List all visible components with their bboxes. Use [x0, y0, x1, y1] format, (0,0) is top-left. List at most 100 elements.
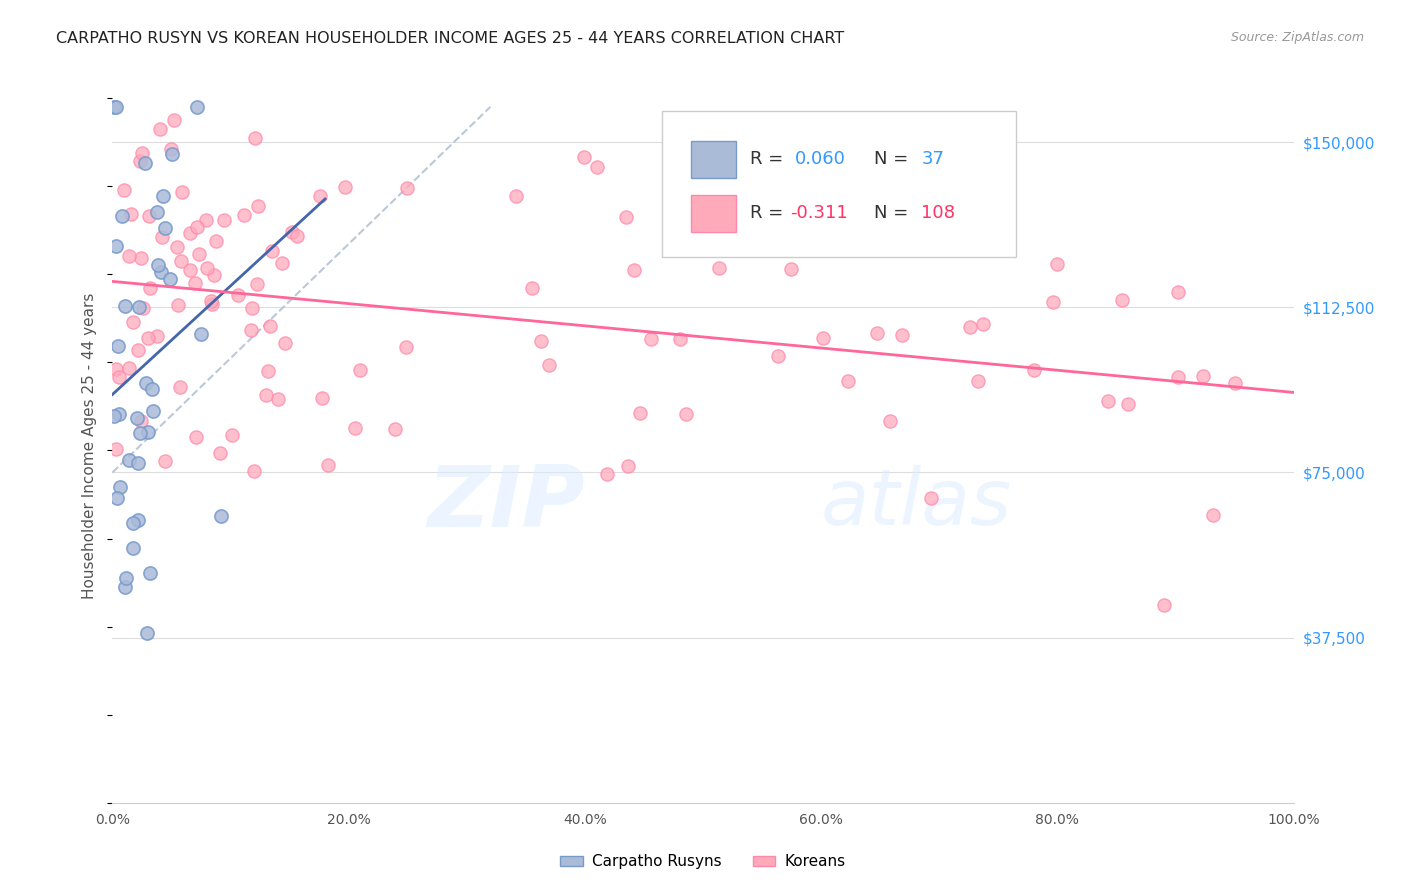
- Point: [1167, 285, 1189, 299]
- Point: [150, 230, 173, 244]
- Text: 108: 108: [921, 203, 956, 221]
- Point: [105, 491, 128, 506]
- Point: [202, 268, 225, 283]
- Point: [890, 327, 912, 342]
- Point: [110, 209, 132, 223]
- Point: [285, 229, 308, 244]
- Point: [160, 146, 183, 161]
- Point: [105, 442, 128, 456]
- Point: [166, 298, 188, 312]
- Point: [129, 251, 152, 265]
- Point: [104, 362, 127, 376]
- Text: CARPATHO RUSYN VS KOREAN HOUSEHOLDER INCOME AGES 25 - 44 YEARS CORRELATION CHART: CARPATHO RUSYN VS KOREAN HOUSEHOLDER INC…: [56, 31, 845, 46]
- Point: [108, 369, 131, 384]
- Point: [752, 175, 775, 189]
- Point: [107, 339, 129, 353]
- Point: [129, 426, 152, 441]
- Point: [640, 332, 662, 346]
- Point: [384, 422, 406, 436]
- Point: [243, 130, 266, 145]
- Point: [262, 244, 284, 259]
- Point: [122, 516, 145, 530]
- Point: [121, 541, 143, 555]
- Point: [170, 186, 193, 200]
- Point: [146, 329, 169, 343]
- Point: [333, 179, 356, 194]
- Text: 0.060: 0.060: [796, 150, 846, 168]
- Point: [150, 265, 173, 279]
- Point: [274, 335, 297, 350]
- Point: [104, 100, 127, 114]
- Point: [1153, 598, 1175, 612]
- Point: [959, 319, 981, 334]
- Point: [153, 221, 176, 235]
- Y-axis label: Householder Income Ages 25 - 44 years: Householder Income Ages 25 - 44 years: [82, 293, 97, 599]
- Point: [212, 213, 235, 227]
- Point: [138, 566, 160, 580]
- Point: [204, 234, 226, 248]
- Text: R =: R =: [751, 203, 789, 221]
- Point: [240, 301, 263, 315]
- Point: [240, 323, 263, 337]
- Point: [118, 249, 141, 263]
- Point: [1191, 369, 1213, 384]
- Point: [127, 513, 149, 527]
- Point: [259, 318, 281, 333]
- Point: [112, 183, 135, 197]
- Text: atlas: atlas: [821, 465, 1012, 541]
- Point: [120, 207, 142, 221]
- Point: [152, 188, 174, 202]
- Point: [972, 318, 994, 332]
- Point: [256, 388, 278, 402]
- FancyBboxPatch shape: [662, 111, 1017, 257]
- Point: [117, 361, 139, 376]
- Point: [311, 391, 333, 405]
- Point: [146, 205, 169, 219]
- Point: [395, 340, 418, 354]
- Point: [200, 294, 222, 309]
- Point: [108, 407, 131, 421]
- Point: [811, 331, 834, 345]
- Text: N =: N =: [875, 150, 914, 168]
- Point: [617, 458, 640, 473]
- Point: [190, 326, 212, 341]
- Point: [169, 254, 191, 268]
- Point: [837, 374, 859, 388]
- Point: [136, 331, 159, 345]
- Point: [129, 153, 152, 168]
- Text: Source: ZipAtlas.com: Source: ZipAtlas.com: [1230, 31, 1364, 45]
- Point: [163, 113, 186, 128]
- Point: [136, 425, 159, 439]
- Point: [118, 453, 141, 467]
- Point: [187, 246, 209, 260]
- Point: [208, 445, 231, 459]
- Point: [127, 343, 149, 358]
- Point: [135, 376, 157, 390]
- Point: [131, 145, 153, 160]
- Point: [247, 198, 270, 212]
- Point: [316, 458, 339, 473]
- Point: [201, 297, 224, 311]
- Point: [395, 180, 418, 194]
- Point: [1046, 257, 1069, 271]
- Point: [141, 382, 163, 396]
- Point: [1202, 508, 1225, 522]
- Point: [209, 509, 232, 524]
- Text: N =: N =: [875, 203, 914, 221]
- Point: [226, 288, 249, 302]
- Text: R =: R =: [751, 150, 789, 168]
- Point: [1167, 370, 1189, 384]
- Point: [135, 626, 157, 640]
- Point: [160, 142, 183, 156]
- Point: [675, 407, 697, 421]
- Point: [139, 281, 162, 295]
- Point: [242, 464, 264, 478]
- Point: [146, 258, 169, 272]
- Point: [879, 414, 901, 428]
- Point: [246, 277, 269, 291]
- Point: [159, 272, 181, 286]
- Legend: Carpatho Rusyns, Koreans: Carpatho Rusyns, Koreans: [554, 848, 852, 875]
- Point: [623, 263, 645, 277]
- Point: [179, 226, 201, 240]
- Point: [780, 261, 803, 276]
